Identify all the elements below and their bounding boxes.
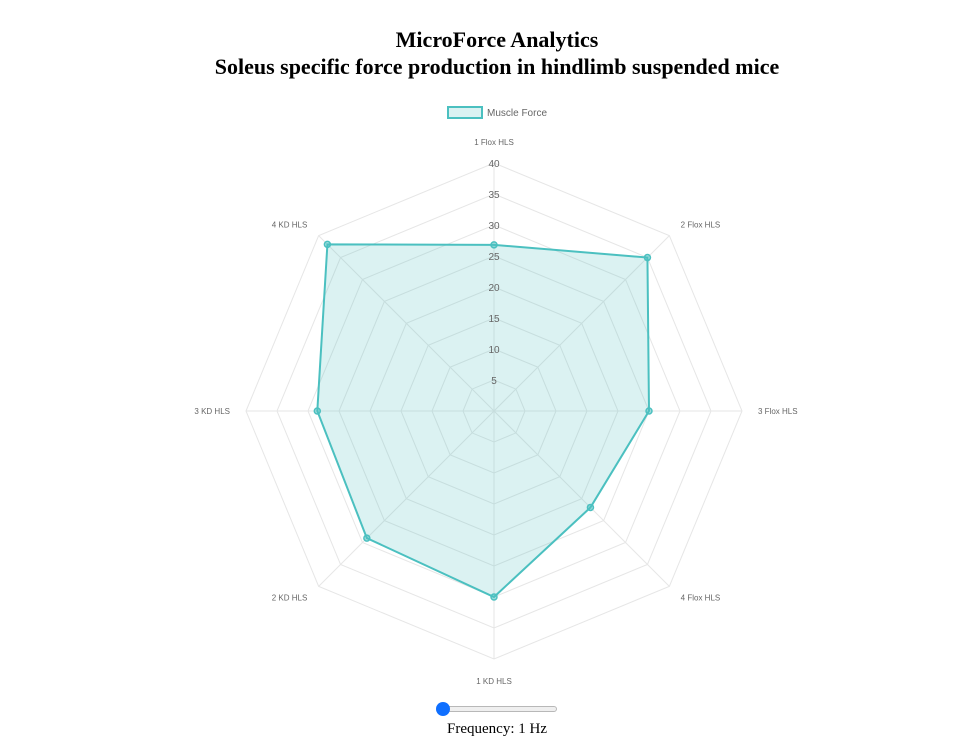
tick-label: 10	[488, 345, 500, 356]
data-point[interactable]	[490, 593, 498, 601]
data-point[interactable]	[490, 241, 498, 249]
point-label: 1 KD HLS	[476, 677, 512, 686]
data-point[interactable]	[363, 534, 371, 542]
point-label: 4 Flox HLS	[681, 594, 721, 603]
angle-line	[318, 235, 495, 412]
tick-label: 30	[488, 221, 500, 232]
chart-subtitle: Soleus specific force production in hind…	[214, 54, 780, 79]
legend-label: Muscle Force	[487, 108, 547, 119]
data-point[interactable]	[645, 407, 653, 415]
point-label-layer: 1 Flox HLS 2 Flox HLS 3 Flox HLS 4 Flox HLS…	[194, 138, 797, 686]
frequency-label: Frequency: 1 Hz	[447, 721, 547, 737]
frequency-controls: Frequency: 1 Hz	[0, 700, 962, 738]
tick-label: 35	[488, 190, 500, 201]
tick-label: 5	[491, 376, 497, 387]
data-point[interactable]	[313, 407, 322, 415]
angle-line	[493, 235, 670, 412]
legend-swatch	[447, 106, 483, 119]
chart-legend[interactable]: Muscle Force	[447, 106, 547, 119]
slider-thumb[interactable]	[435, 702, 450, 716]
series-layer	[313, 240, 653, 601]
data-point[interactable]	[586, 503, 595, 512]
data-point[interactable]	[323, 240, 332, 249]
angle-line	[493, 410, 670, 587]
point-label: 3 KD HLS	[194, 407, 230, 416]
tick-label: 25	[488, 252, 500, 263]
tick-label: 15	[488, 314, 500, 325]
angle-line	[318, 410, 495, 587]
point-label: 2 KD HLS	[272, 594, 308, 603]
radar-grid	[245, 162, 743, 660]
chart-title-block: MicroForce Analytics Soleus specific for…	[0, 26, 962, 80]
radar-chart: Muscle Force 5 10 15 20 25 30 35 40 1 Flox HLS 2…	[194, 106, 798, 686]
point-label: 3 Flox HLS	[758, 407, 798, 416]
point-label: 4 KD HLS	[272, 220, 308, 229]
frequency-slider[interactable]	[435, 700, 559, 720]
point-label: 1 Flox HLS	[474, 138, 514, 147]
point-label: 2 Flox HLS	[681, 220, 721, 229]
tick-layer: 5 10 15 20 25 30 35 40	[488, 159, 500, 387]
chart-title: MicroForce Analytics	[395, 27, 599, 52]
tick-label: 20	[488, 283, 500, 294]
tick-label: 40	[488, 159, 500, 170]
slider-track[interactable]	[437, 706, 557, 712]
data-point[interactable]	[643, 253, 652, 262]
